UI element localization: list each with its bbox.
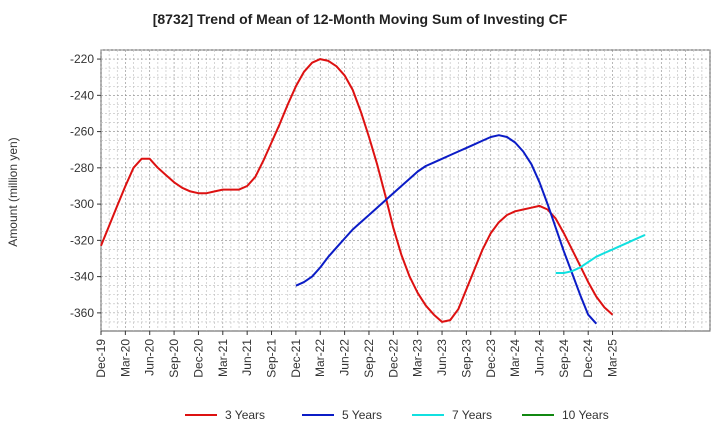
x-tick-label: Mar-25 [606,339,620,377]
x-tick-label: Dec-21 [289,339,303,378]
x-tick-label: Jun-24 [532,339,546,376]
x-tick-label: Sep-20 [167,339,181,378]
y-tick-label: -360 [70,306,94,320]
legend-label: 7 Years [452,408,492,422]
x-tick-label: Dec-19 [94,339,108,378]
x-tick-label: Mar-21 [216,339,230,377]
series-line-7-years [555,233,646,274]
legend-label: 3 Years [225,408,265,422]
y-tick-label: -320 [70,233,94,247]
legend-label: 5 Years [342,408,382,422]
x-tick-label: Mar-20 [118,339,132,377]
x-tick-label: Dec-22 [386,339,400,378]
plot-frame [100,49,711,332]
series-line-3-years [100,58,614,323]
series-lines [100,58,646,325]
y-tick-label: -260 [70,125,94,139]
x-tick-label: Jun-21 [240,339,254,376]
x-tick-label: Sep-23 [459,339,473,378]
chart-legend: 3 Years 5 Years 7 Years 10 Years [185,408,609,422]
series-line-5-years [295,134,598,325]
y-tick-label: -220 [70,52,94,66]
y-axis-ticks: -220 -240 -260 -280 -300 -320 -340 -360 [70,52,101,320]
x-tick-label: Sep-24 [557,339,571,378]
y-tick-label: -340 [70,270,94,284]
y-tick-label: -240 [70,88,94,102]
x-axis-ticks: Dec-19 Mar-20 Jun-20 Sep-20 Dec-20 Mar-21 Jun-… [94,331,620,378]
x-tick-label: Sep-22 [362,339,376,378]
y-tick-label: -280 [70,161,94,175]
x-tick-label: Mar-23 [411,339,425,377]
x-tick-label: Jun-23 [435,339,449,376]
chart-title: [8732] Trend of Mean of 12-Month Moving … [153,11,568,27]
y-tick-label: -300 [70,197,94,211]
legend-label: 10 Years [562,408,609,422]
plot-area [100,49,711,332]
x-tick-label: Dec-20 [191,339,205,378]
x-tick-label: Mar-22 [313,339,327,377]
x-tick-label: Dec-24 [581,339,595,378]
x-tick-label: Mar-24 [508,339,522,377]
x-tick-label: Dec-23 [484,339,498,378]
y-axis-label: Amount (million yen) [6,137,20,246]
x-tick-label: Sep-21 [265,339,279,378]
x-tick-label: Jun-22 [338,339,352,376]
x-tick-label: Jun-20 [143,339,157,376]
